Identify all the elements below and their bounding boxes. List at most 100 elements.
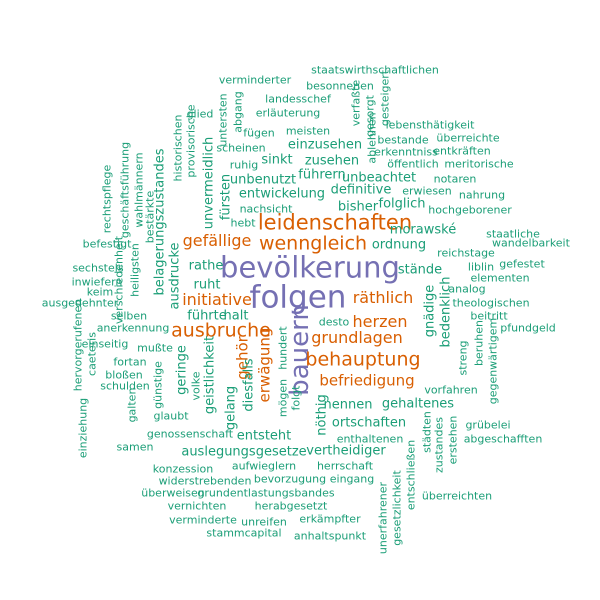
word: entwickelung <box>238 186 326 202</box>
word: ablehnen <box>365 112 379 164</box>
word: günstige <box>151 361 165 409</box>
word: vernichten <box>167 499 227 513</box>
word: bevölkerung <box>220 250 400 285</box>
word: sechstels <box>72 261 124 275</box>
word: hochgeborener <box>428 203 512 217</box>
word: führern <box>298 167 346 183</box>
word: auslegungsgesetze <box>181 444 307 460</box>
word: rechtspflege <box>100 164 114 234</box>
word: hebt <box>230 216 256 230</box>
word: galten <box>125 387 139 423</box>
word: verminderter <box>218 73 292 87</box>
word: gesetzlichkeit <box>390 470 404 546</box>
word: städten <box>420 411 434 453</box>
word: samen <box>116 440 154 454</box>
word: initiative <box>182 290 252 309</box>
word: bloßen <box>105 368 143 382</box>
word: erwägung <box>255 327 274 403</box>
word: beitritt <box>470 309 508 323</box>
word: wenngleich <box>258 232 368 255</box>
word: streng <box>456 340 470 376</box>
word: unvermeidlich <box>201 136 217 230</box>
word: folgt <box>289 385 303 411</box>
word: verfaßte <box>349 79 363 127</box>
word: nennen <box>323 397 373 413</box>
word: genossenschaft <box>146 427 234 441</box>
word: ausbruche <box>171 319 271 342</box>
word: gegenwärtigem <box>486 317 500 405</box>
word: herabgesetzt <box>254 499 328 513</box>
word: ordnung <box>371 237 427 253</box>
word: staatliche <box>486 227 540 241</box>
word: nachsicht <box>239 202 293 216</box>
word: gehaltenes <box>381 396 455 412</box>
word: mögen <box>276 378 290 418</box>
word: abgang <box>231 91 245 133</box>
word: erwiesen <box>402 184 452 198</box>
word: sinkt <box>261 152 293 168</box>
word: mußte <box>137 341 173 355</box>
word: inwiefern <box>71 275 123 289</box>
word: herzen <box>352 312 408 331</box>
word: erkämpfter <box>299 512 361 526</box>
word: nahrung <box>458 188 506 202</box>
word: nöthig <box>314 394 330 436</box>
word: aufwieglern <box>231 459 297 473</box>
word: volke <box>189 371 203 401</box>
word: schulden <box>100 379 150 393</box>
word: entkräften <box>433 144 491 158</box>
word: keim <box>86 285 114 299</box>
word: überreichten <box>421 489 493 503</box>
word: enthaltenen <box>336 432 404 446</box>
word: gnädige <box>422 284 438 338</box>
word: vertheidiger <box>306 443 386 459</box>
word: leidenschaften <box>257 210 413 235</box>
word: abgeschafften <box>463 432 543 446</box>
word: wandelbarkeit <box>492 236 570 250</box>
word: erstehen <box>446 415 460 465</box>
word: bevorzugung <box>253 472 327 486</box>
word: befestigt <box>82 237 132 251</box>
word: einseitig <box>81 337 129 351</box>
word: desto <box>318 315 350 329</box>
word: zustandes <box>432 417 446 473</box>
word: heiligsten <box>128 243 142 297</box>
word: bedenklich <box>438 276 454 348</box>
word: grübelei <box>465 418 511 432</box>
word: fürsten <box>218 173 234 221</box>
word: provisorische <box>184 104 198 178</box>
word: einzusehen <box>287 137 363 153</box>
word: ruhig <box>229 158 259 172</box>
word: gefestet <box>499 257 545 271</box>
word: analog <box>448 282 486 296</box>
word: unbenutzt <box>229 172 297 188</box>
word: definitive <box>330 182 392 198</box>
word: notaren <box>433 172 477 186</box>
word: selben <box>110 309 148 323</box>
word: gefällige <box>182 231 252 250</box>
word: verminderte <box>169 513 237 527</box>
word: stammcapital <box>206 526 282 540</box>
word: historischen <box>171 114 185 182</box>
word: meisten <box>285 124 331 138</box>
word: anhaltspunkt <box>293 529 367 543</box>
word: zusehen <box>304 153 360 169</box>
word: grundentlastungsbandes <box>197 486 335 500</box>
word: belagerungszustandes <box>152 148 168 296</box>
word: unbeachtet <box>341 170 417 186</box>
word: vorfahren <box>424 383 478 397</box>
word: geistlichkeit <box>202 335 218 415</box>
word: fügen <box>243 126 275 140</box>
word: überreichte <box>436 131 500 145</box>
word: glaubt <box>153 409 189 423</box>
word: erläuterung <box>255 106 321 120</box>
word: ortschaften <box>331 415 407 431</box>
word: bisher <box>337 199 379 215</box>
word: halt <box>223 308 249 324</box>
word: unerfahrener <box>376 481 390 555</box>
word: führte <box>187 308 227 324</box>
word: anerkennung <box>96 321 170 335</box>
word: bestande <box>377 133 429 147</box>
word: fortan <box>113 355 147 369</box>
